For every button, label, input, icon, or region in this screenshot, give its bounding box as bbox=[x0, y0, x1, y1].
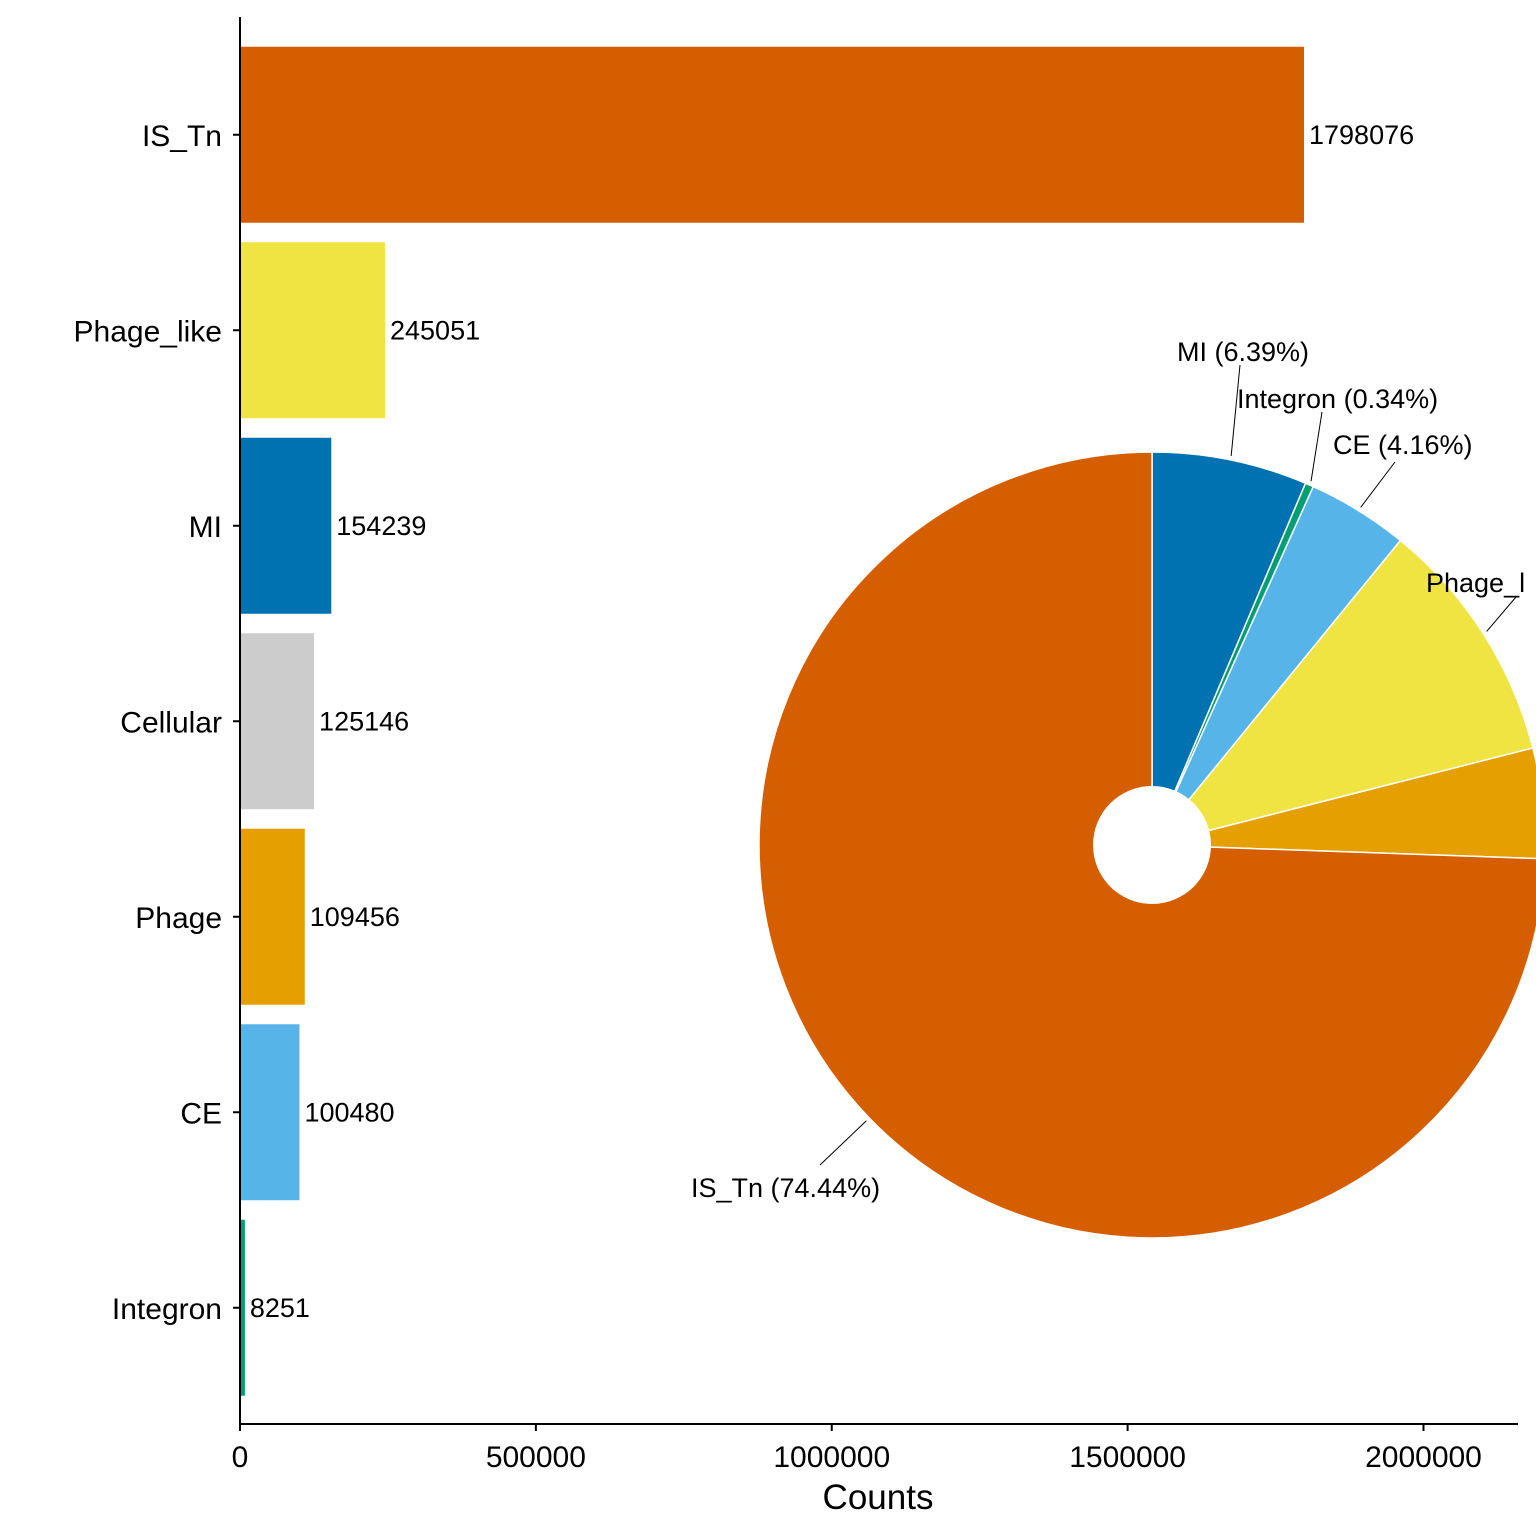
x-tick-label: 0 bbox=[232, 1441, 249, 1474]
bar-value-label: 245051 bbox=[390, 315, 480, 345]
pie-leader-line bbox=[819, 1120, 867, 1166]
pie-label-mi: MI (6.39%) bbox=[1177, 337, 1309, 367]
x-axis-title: Counts bbox=[823, 1478, 934, 1517]
bar-chart: 1798076 245051 154239 125146 109456 100480 825… bbox=[240, 46, 1414, 1396]
pie-leader-line bbox=[1360, 461, 1396, 508]
pie-label-phage-like: Phage_l bbox=[1426, 568, 1525, 598]
bar-chart-axes: IS_Tn Phage_like MI Cellular Phage CE Integron… bbox=[74, 17, 1518, 1517]
bar-value-label: 125146 bbox=[319, 706, 409, 736]
category-label-is-tn: IS_Tn bbox=[142, 120, 222, 153]
pie-label-integron: Integron (0.34%) bbox=[1237, 384, 1438, 414]
bar-cellular bbox=[240, 633, 315, 810]
bar-integron bbox=[240, 1219, 245, 1396]
pie-slice-phage-like bbox=[1149, 539, 1534, 847]
x-tick-label: 1000000 bbox=[773, 1441, 890, 1474]
category-label-mi: MI bbox=[189, 511, 222, 544]
category-label-phage: Phage bbox=[135, 902, 222, 935]
pie-label-ce: CE (4.16%) bbox=[1333, 430, 1473, 460]
pie-leader-line bbox=[1230, 364, 1241, 457]
bar-value-label: 154239 bbox=[336, 511, 426, 541]
bar-phage-like bbox=[240, 242, 386, 419]
bar-value-label: 1798076 bbox=[1309, 120, 1414, 150]
category-label-ce: CE bbox=[180, 1097, 222, 1130]
bar-is-tn bbox=[240, 46, 1304, 223]
bar-ce bbox=[240, 1024, 300, 1201]
x-tick-label: 500000 bbox=[486, 1441, 586, 1474]
bar-mi bbox=[240, 437, 332, 614]
pie-slice-phage bbox=[1151, 747, 1536, 860]
bar-value-label: 8251 bbox=[250, 1293, 310, 1323]
x-tick-label: 1500000 bbox=[1069, 1441, 1186, 1474]
bar-phage bbox=[240, 828, 305, 1005]
pie-leader-line bbox=[1486, 596, 1517, 632]
donut-hole bbox=[1093, 786, 1211, 904]
pie-slice-mi bbox=[1151, 451, 1307, 846]
pie-leader-line bbox=[1310, 411, 1323, 482]
category-label-phage-like: Phage_like bbox=[74, 315, 222, 348]
bar-value-label: 100480 bbox=[304, 1097, 394, 1127]
x-tick-label: 2000000 bbox=[1365, 1441, 1482, 1474]
pie-label-is-tn: IS_Tn (74.44%) bbox=[691, 1173, 880, 1203]
category-label-integron: Integron bbox=[112, 1293, 222, 1326]
bar-value-label: 109456 bbox=[310, 902, 400, 932]
donut-chart: MI (6.39%) Integron (0.34%) CE (4.16%) Phag… bbox=[691, 337, 1536, 1239]
category-label-cellular: Cellular bbox=[120, 706, 222, 739]
